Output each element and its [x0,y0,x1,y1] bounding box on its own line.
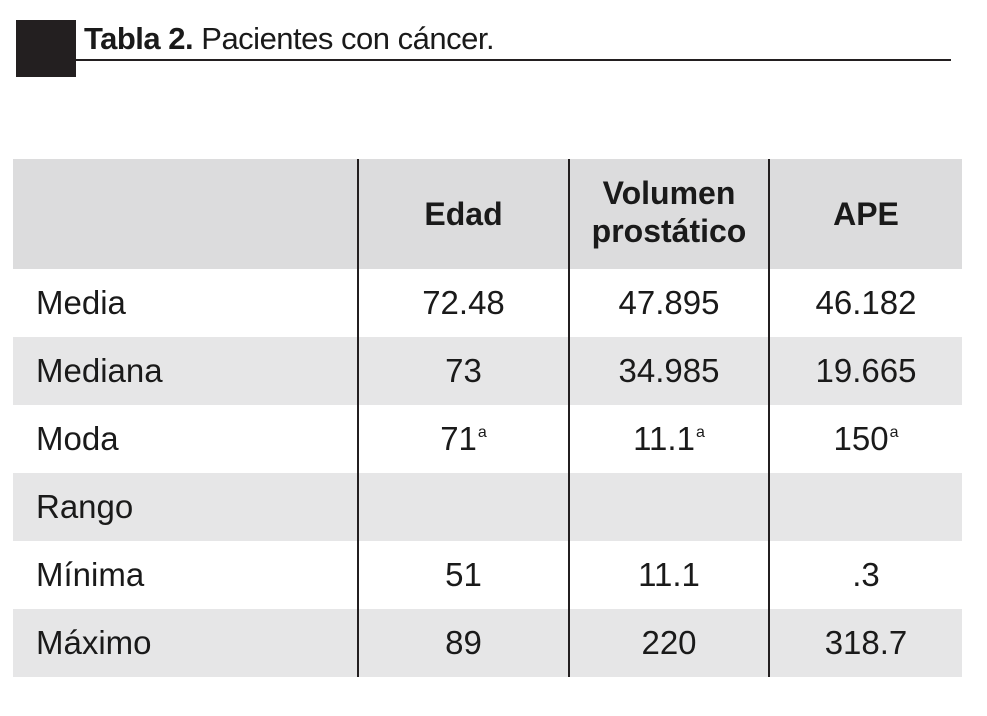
table-cell [568,473,769,541]
table-cell: 11.1 [568,541,769,609]
cell-value: 150 [833,420,889,457]
table-row: Media 72.48 47.895 46.182 [13,269,962,337]
table-title-text: Pacientes con cáncer. [201,21,495,56]
cell-value: 34.985 [618,352,720,389]
cell-value: 19.665 [815,352,917,389]
header-cell-empty [13,159,358,269]
table-cell: 51 [357,541,569,609]
table-row: Mediana 73 34.985 19.665 [13,337,962,405]
table-cell: 19.665 [768,337,962,405]
data-table-container: Edad Volumen prostático APE Media 72.48 47… [13,159,962,677]
header-cell-volumen: Volumen prostático [568,159,769,269]
row-label: Mediana [36,352,163,389]
table-cell: 11.1a [568,405,769,473]
table-cell: 318.7 [768,609,962,677]
table-header-row: Edad Volumen prostático APE [13,159,962,269]
table-row: Rango [13,473,962,541]
table-title-label: Tabla 2. [84,21,194,56]
table-row: Moda 71a 11.1a 150a [13,405,962,473]
header-cell-ape: APE [768,159,962,269]
cell-value: 47.895 [618,284,720,321]
header-cell-edad: Edad [357,159,569,269]
row-label: Moda [36,420,119,457]
table-cell: 46.182 [768,269,962,337]
title-marker-block [16,20,76,77]
footnote-marker: a [889,424,899,441]
header-volumen-text: Volumen prostático [591,175,747,249]
table-cell [768,473,962,541]
title-rule [76,59,951,61]
cell-value: 11.1 [638,556,700,593]
cell-value: 89 [445,624,482,661]
cell-value: 73 [445,352,482,389]
table-cell [357,473,569,541]
footnote-marker: a [477,424,487,441]
table-cell: 47.895 [568,269,769,337]
cell-value: 51 [445,556,482,593]
cell-value: .3 [852,556,880,593]
table-cell: .3 [768,541,962,609]
table-row: Máximo 89 220 318.7 [13,609,962,677]
table-cell: 72.48 [357,269,569,337]
table-cell: 220 [568,609,769,677]
table-row: Mínima 51 11.1 .3 [13,541,962,609]
table-cell: 89 [357,609,569,677]
row-label: Máximo [36,624,152,661]
cell-value: 318.7 [824,624,908,661]
table-cell: 34.985 [568,337,769,405]
row-label: Mínima [36,556,145,593]
cell-value: 72.48 [422,284,505,321]
row-label: Media [36,284,126,321]
footnote-marker: a [695,424,705,441]
cell-value: 71 [440,420,477,457]
table-title: Tabla 2. Pacientes con cáncer. [84,20,495,58]
cell-value: 11.1 [633,420,695,457]
cell-value: 220 [641,624,697,661]
table-cell: 150a [768,405,962,473]
cell-value: 46.182 [815,284,917,321]
table-cell: 71a [357,405,569,473]
table-body: Media 72.48 47.895 46.182 Mediana 73 34.985 19.… [13,269,962,677]
row-label: Rango [36,488,134,525]
data-table: Edad Volumen prostático APE Media 72.48 47… [13,159,962,677]
table-cell: 73 [357,337,569,405]
